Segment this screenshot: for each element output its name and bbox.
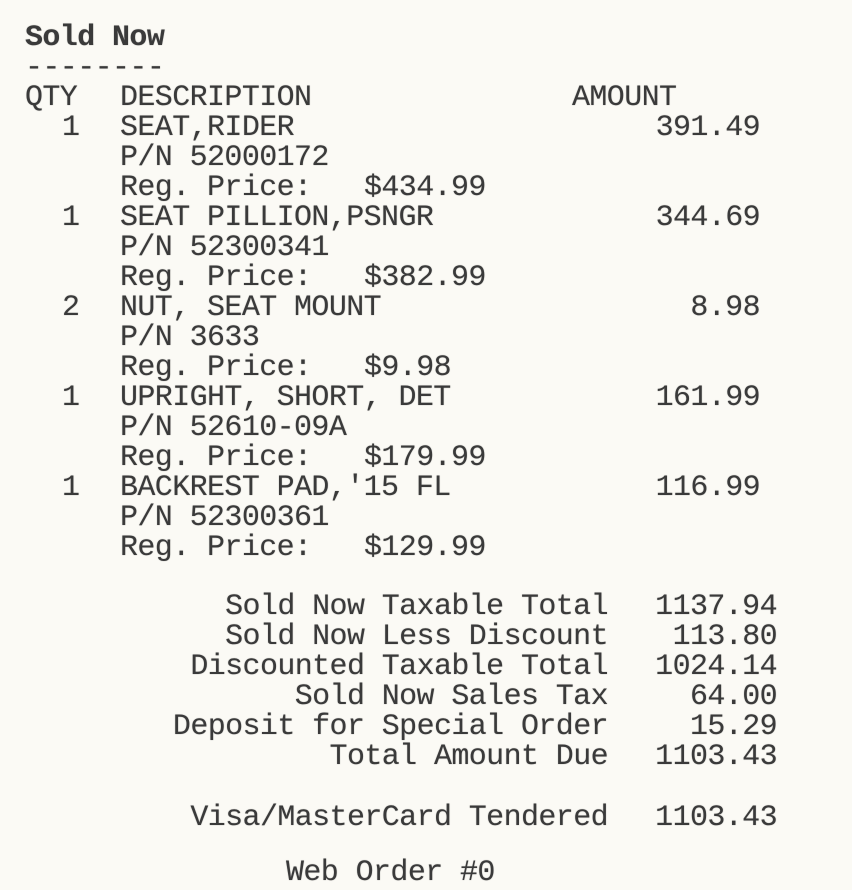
item-part-number: P/N 52610-09A — [120, 411, 347, 445]
reg-price-label: Reg. Price: — [120, 531, 312, 565]
receipt-heading: Sold Now — [25, 21, 165, 55]
item-qty: 1 — [62, 201, 80, 235]
item-reg-price: $382.99 — [364, 261, 486, 295]
item-amount: 391.49 — [655, 111, 761, 145]
item-reg-price: $9.98 — [364, 351, 452, 385]
total-label: Discounted Taxable Total — [190, 650, 608, 684]
item-description: UPRIGHT, SHORT, DET — [120, 381, 451, 415]
reg-price-label: Reg. Price: — [120, 441, 312, 475]
reg-price-label: Reg. Price: — [120, 351, 312, 385]
reg-price-label: Reg. Price: — [120, 171, 312, 205]
column-description: DESCRIPTION — [120, 81, 312, 115]
item-reg-price: $179.99 — [364, 441, 486, 475]
total-label: Total Amount Due — [329, 740, 609, 774]
total-label: Sold Now Taxable Total — [225, 590, 608, 624]
item-part-number: P/N 52300341 — [120, 231, 329, 265]
item-amount: 344.69 — [655, 201, 761, 235]
item-amount: 161.99 — [655, 381, 761, 415]
total-value: 1024.14 — [655, 650, 777, 684]
item-description: SEAT PILLION,PSNGR — [120, 201, 434, 235]
tender-value: 1103.43 — [655, 801, 777, 835]
item-qty: 1 — [62, 471, 80, 505]
total-value: 1137.94 — [655, 590, 777, 624]
total-label: Deposit for Special Order — [172, 710, 609, 744]
item-description: NUT, SEAT MOUNT — [120, 291, 382, 325]
total-value: 113.80 — [672, 620, 778, 654]
total-label: Sold Now Less Discount — [225, 620, 608, 654]
item-part-number: P/N 52300361 — [120, 501, 329, 535]
reg-price-label: Reg. Price: — [120, 261, 312, 295]
divider: -------- — [25, 51, 165, 85]
item-reg-price: $434.99 — [364, 171, 486, 205]
item-qty: 2 — [62, 291, 80, 325]
web-order-number: Web Order #0 — [286, 856, 495, 890]
column-qty: QTY — [25, 81, 78, 115]
total-label: Sold Now Sales Tax — [294, 680, 609, 714]
item-amount: 116.99 — [655, 471, 761, 505]
item-qty: 1 — [62, 381, 80, 415]
item-part-number: P/N 3633 — [120, 321, 260, 355]
item-amount: 8.98 — [690, 291, 760, 325]
total-value: 64.00 — [689, 680, 778, 714]
item-qty: 1 — [62, 111, 80, 145]
item-reg-price: $129.99 — [364, 531, 486, 565]
column-amount: AMOUNT — [572, 81, 677, 115]
total-value: 15.29 — [689, 710, 778, 744]
item-description: SEAT,RIDER — [120, 111, 295, 145]
item-description: BACKREST PAD,'15 FL — [120, 471, 451, 505]
total-value: 1103.43 — [655, 740, 777, 774]
item-part-number: P/N 52000172 — [120, 141, 329, 175]
tender-label: Visa/MasterCard Tendered — [190, 801, 608, 835]
